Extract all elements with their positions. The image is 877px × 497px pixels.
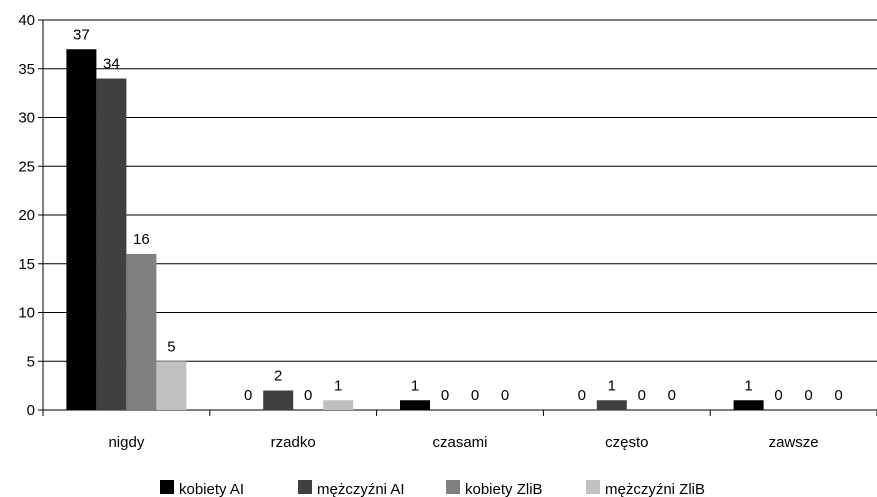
data-label: 5 — [167, 338, 175, 355]
bar — [596, 400, 627, 410]
bar — [733, 400, 764, 410]
bar — [126, 254, 157, 410]
y-tick-label: 0 — [27, 402, 35, 419]
data-label: 1 — [744, 377, 752, 394]
data-label: 16 — [133, 231, 150, 248]
data-label: 0 — [804, 387, 812, 404]
bar — [400, 400, 430, 410]
x-tick-label: często — [605, 434, 648, 451]
bar — [263, 390, 294, 410]
bar — [323, 400, 354, 410]
bar — [96, 78, 127, 410]
bar — [66, 49, 97, 410]
bars — [66, 49, 764, 410]
data-label: 0 — [501, 387, 509, 404]
x-tick-label: nigdy — [108, 434, 144, 451]
data-label: 0 — [668, 387, 676, 404]
y-tick-label: 35 — [18, 61, 35, 78]
data-label: 1 — [411, 377, 419, 394]
legend-label: mężczyźni ZliB — [605, 481, 705, 497]
data-label: 1 — [608, 377, 616, 394]
y-tick-label: 40 — [18, 12, 35, 29]
y-tick-label: 10 — [18, 305, 35, 322]
legend-swatch — [298, 480, 312, 494]
data-label: 0 — [304, 387, 312, 404]
y-tick-label: 30 — [18, 110, 35, 127]
data-label: 0 — [834, 387, 842, 404]
x-tick-label: rzadko — [271, 434, 316, 451]
y-tick-label: 20 — [18, 207, 35, 224]
data-label: 0 — [638, 387, 646, 404]
y-tick-label: 15 — [18, 256, 35, 273]
data-label: 0 — [244, 387, 252, 404]
gridlines — [43, 19, 877, 362]
data-label: 0 — [441, 387, 449, 404]
data-label: 1 — [334, 377, 342, 394]
x-tick-label: zawsze — [769, 434, 819, 451]
legend-swatch — [586, 480, 600, 494]
data-label: 37 — [73, 26, 90, 43]
y-axis: 0 5 10 15 20 25 30 35 40 — [18, 12, 44, 419]
data-label: 0 — [471, 387, 479, 404]
data-label: 0 — [578, 387, 586, 404]
legend-label: kobiety AI — [179, 481, 244, 497]
y-tick-label: 5 — [27, 353, 35, 370]
x-tick-label: czasami — [432, 434, 487, 451]
legend-swatch — [446, 480, 460, 494]
legend: kobiety AI mężczyźni AI kobiety ZliB mężczy… — [160, 480, 705, 497]
data-label: 34 — [103, 56, 120, 73]
x-axis: nigdy rzadko czasami często zawsze — [42, 409, 877, 451]
data-label: 0 — [774, 387, 782, 404]
legend-label: mężczyźni AI — [317, 481, 405, 497]
legend-label: kobiety ZliB — [465, 481, 543, 497]
data-label: 2 — [274, 368, 282, 385]
y-tick-label: 25 — [18, 158, 35, 175]
legend-swatch — [160, 480, 174, 494]
bar — [156, 361, 187, 410]
